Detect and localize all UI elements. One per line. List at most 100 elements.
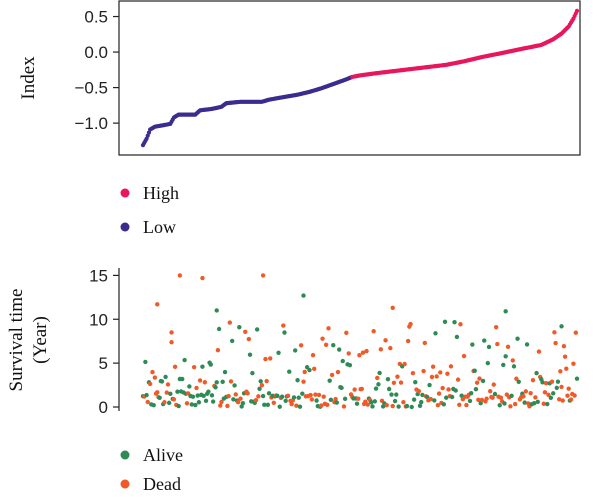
survival-point-alive <box>555 379 561 384</box>
survival-point-dead <box>440 385 445 391</box>
legend-dead-label: Dead <box>143 474 181 494</box>
survival-point-dead <box>150 369 155 375</box>
survival-point-dead <box>263 356 268 362</box>
survival-point-alive <box>206 389 211 394</box>
survival-point-dead <box>402 361 407 367</box>
survival-point-dead <box>184 401 190 406</box>
survival-point-alive <box>275 393 280 399</box>
survival-point-dead <box>495 341 500 347</box>
survival-point-dead <box>302 369 307 375</box>
survival-point-dead <box>543 381 549 386</box>
survival-point-dead <box>329 372 335 378</box>
survival-point-dead <box>395 374 400 379</box>
survival-point-dead <box>445 371 450 376</box>
risk-legend: High Low <box>120 183 179 237</box>
survival-point-dead <box>359 386 364 392</box>
risk-y-tick-label: 0.5 <box>84 8 108 27</box>
survival-point-alive <box>404 403 410 409</box>
survival-point-alive <box>409 404 414 410</box>
survival-point-alive <box>282 330 287 335</box>
survival-panel: 0 5 10 15 Survival time (Year) <box>6 266 580 417</box>
survival-point-alive <box>411 397 417 402</box>
survival-point-dead <box>316 392 322 398</box>
survival-point-alive <box>482 338 487 343</box>
survival-point-dead <box>312 366 317 372</box>
survival-point-alive <box>266 391 272 396</box>
survival-point-dead <box>572 393 577 398</box>
survival-point-dead <box>384 402 389 408</box>
survival-point-alive <box>522 400 527 405</box>
survival-point-dead <box>383 338 388 343</box>
survival-point-alive <box>486 344 492 350</box>
survival-point-alive <box>502 401 507 406</box>
survival-point-dead <box>401 399 406 405</box>
survival-point-alive <box>509 393 514 399</box>
survival-point-dead <box>152 375 158 380</box>
survival-point-alive <box>301 293 306 298</box>
survival-point-alive <box>444 395 449 400</box>
risk-score-points <box>140 8 580 148</box>
survival-point-alive <box>347 362 353 368</box>
survival-point-dead <box>556 397 562 402</box>
survival-point-dead <box>320 336 325 341</box>
survival-point-dead <box>491 382 496 387</box>
survival-point-dead <box>310 353 316 358</box>
survival-point-dead <box>508 404 513 409</box>
survival-point-dead <box>422 340 427 346</box>
survival-point-dead <box>341 404 347 409</box>
survival-point-dead <box>559 384 564 390</box>
survival-point-dead <box>202 380 208 385</box>
survival-point-dead <box>164 390 169 395</box>
survival-point-alive <box>531 401 537 406</box>
survival-point-dead <box>568 397 574 402</box>
survival-point-dead <box>319 403 324 408</box>
survival-point-alive <box>535 399 540 405</box>
survival-y-axis-label-line1: Survival time <box>6 289 27 392</box>
survival-point-alive <box>283 398 288 403</box>
survival-point-alive <box>372 399 378 404</box>
survival-point-alive <box>180 376 185 382</box>
survival-point-dead <box>365 402 370 407</box>
survival-point-alive <box>229 338 235 344</box>
survival-point-alive <box>433 331 438 336</box>
survival-point-dead <box>479 397 485 403</box>
survival-point-dead <box>560 398 565 403</box>
survival-point-dead <box>512 401 518 407</box>
survival-point-alive <box>279 394 285 399</box>
survival-point-alive <box>453 388 458 393</box>
survival-point-dead <box>546 392 551 397</box>
survival-point-dead <box>356 396 361 401</box>
survival-y-tick-label: 15 <box>89 266 108 285</box>
survival-point-dead <box>289 401 294 407</box>
survival-point-dead <box>528 391 533 396</box>
survival-point-alive <box>189 402 194 407</box>
survival-point-alive <box>203 398 209 403</box>
survival-y-tick-label: 0 <box>99 398 108 417</box>
survival-point-alive <box>503 354 508 359</box>
survival-point-alive <box>193 402 198 408</box>
risk-panel: −1.0 −0.5 0.0 0.5 Index <box>18 0 581 156</box>
survival-point-alive <box>260 393 266 399</box>
survival-point-dead <box>243 329 248 335</box>
survival-point-dead <box>145 399 150 405</box>
survival-point-alive <box>419 399 424 405</box>
survival-point-dead <box>390 305 395 311</box>
survival-point-alive <box>175 389 180 394</box>
survival-point-dead <box>541 401 546 406</box>
survival-point-alive <box>459 393 464 398</box>
survival-point-dead <box>309 397 315 402</box>
survival-point-alive <box>159 379 165 384</box>
survival-point-alive <box>540 380 545 385</box>
survival-point-dead <box>430 364 436 369</box>
survival-point-alive <box>501 362 506 368</box>
survival-point-dead <box>194 385 199 391</box>
survival-point-dead <box>521 394 526 399</box>
survival-point-alive <box>472 368 477 373</box>
survival-point-alive <box>208 362 213 367</box>
survival-legend: Alive Dead <box>120 445 183 494</box>
survival-point-dead <box>434 374 439 379</box>
survival-point-alive <box>454 334 460 340</box>
survival-point-dead <box>301 379 306 384</box>
survival-point-dead <box>484 396 489 401</box>
survival-point-dead <box>405 338 411 344</box>
